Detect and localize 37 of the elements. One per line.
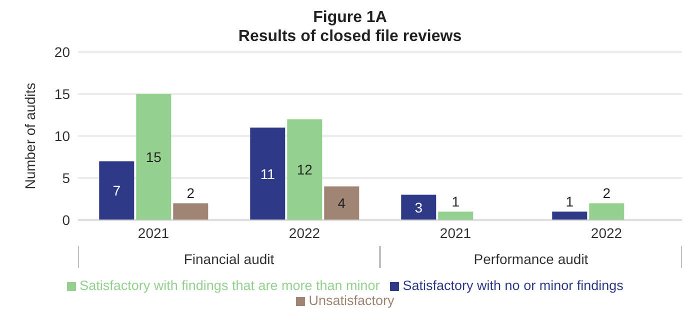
data-label: 3 [414,199,423,216]
text: Financial audit [78,246,380,268]
chart-title: Figure 1A [312,8,388,27]
bar [287,119,322,220]
bar [438,212,474,220]
x-tick-label: 2021 [440,224,472,241]
y-tick-label: 10 [54,128,70,144]
y-tick-label: 0 [62,212,70,228]
legend-label: Satisfactory with no or minor findings [402,278,624,293]
data-label: 1 [566,194,574,210]
bar [552,212,588,220]
chart-subtitle: Results of closed file reviews [238,28,462,45]
data-label: 2 [602,185,611,202]
legend-label: Unsatisfactory [308,293,394,308]
bar [99,161,134,220]
legend-label: Satisfactory with findings that are more than minor [80,278,380,293]
data-label: 4 [338,195,346,212]
text: Performance audit [380,246,682,268]
bar [401,194,436,220]
data-label: 1 [452,194,460,210]
data-label: 7 [112,182,121,199]
bar [136,94,172,220]
bar [173,203,208,220]
data-label: 12 [296,162,313,178]
x-tick-label: 2022 [590,224,622,241]
data-label: 2 [186,185,195,202]
y-tick-label: 5 [62,170,70,186]
data-label: 15 [146,149,162,165]
bar [589,203,624,220]
x-tick-label: 2022 [288,224,320,241]
y-axis-title: Number of audits [22,82,38,190]
data-label: 11 [260,166,276,182]
y-tick-label: 20 [54,44,70,60]
bar [324,186,360,220]
y-tick-label: 15 [54,86,70,102]
x-tick-label: 2021 [138,224,170,241]
bar [250,128,286,220]
